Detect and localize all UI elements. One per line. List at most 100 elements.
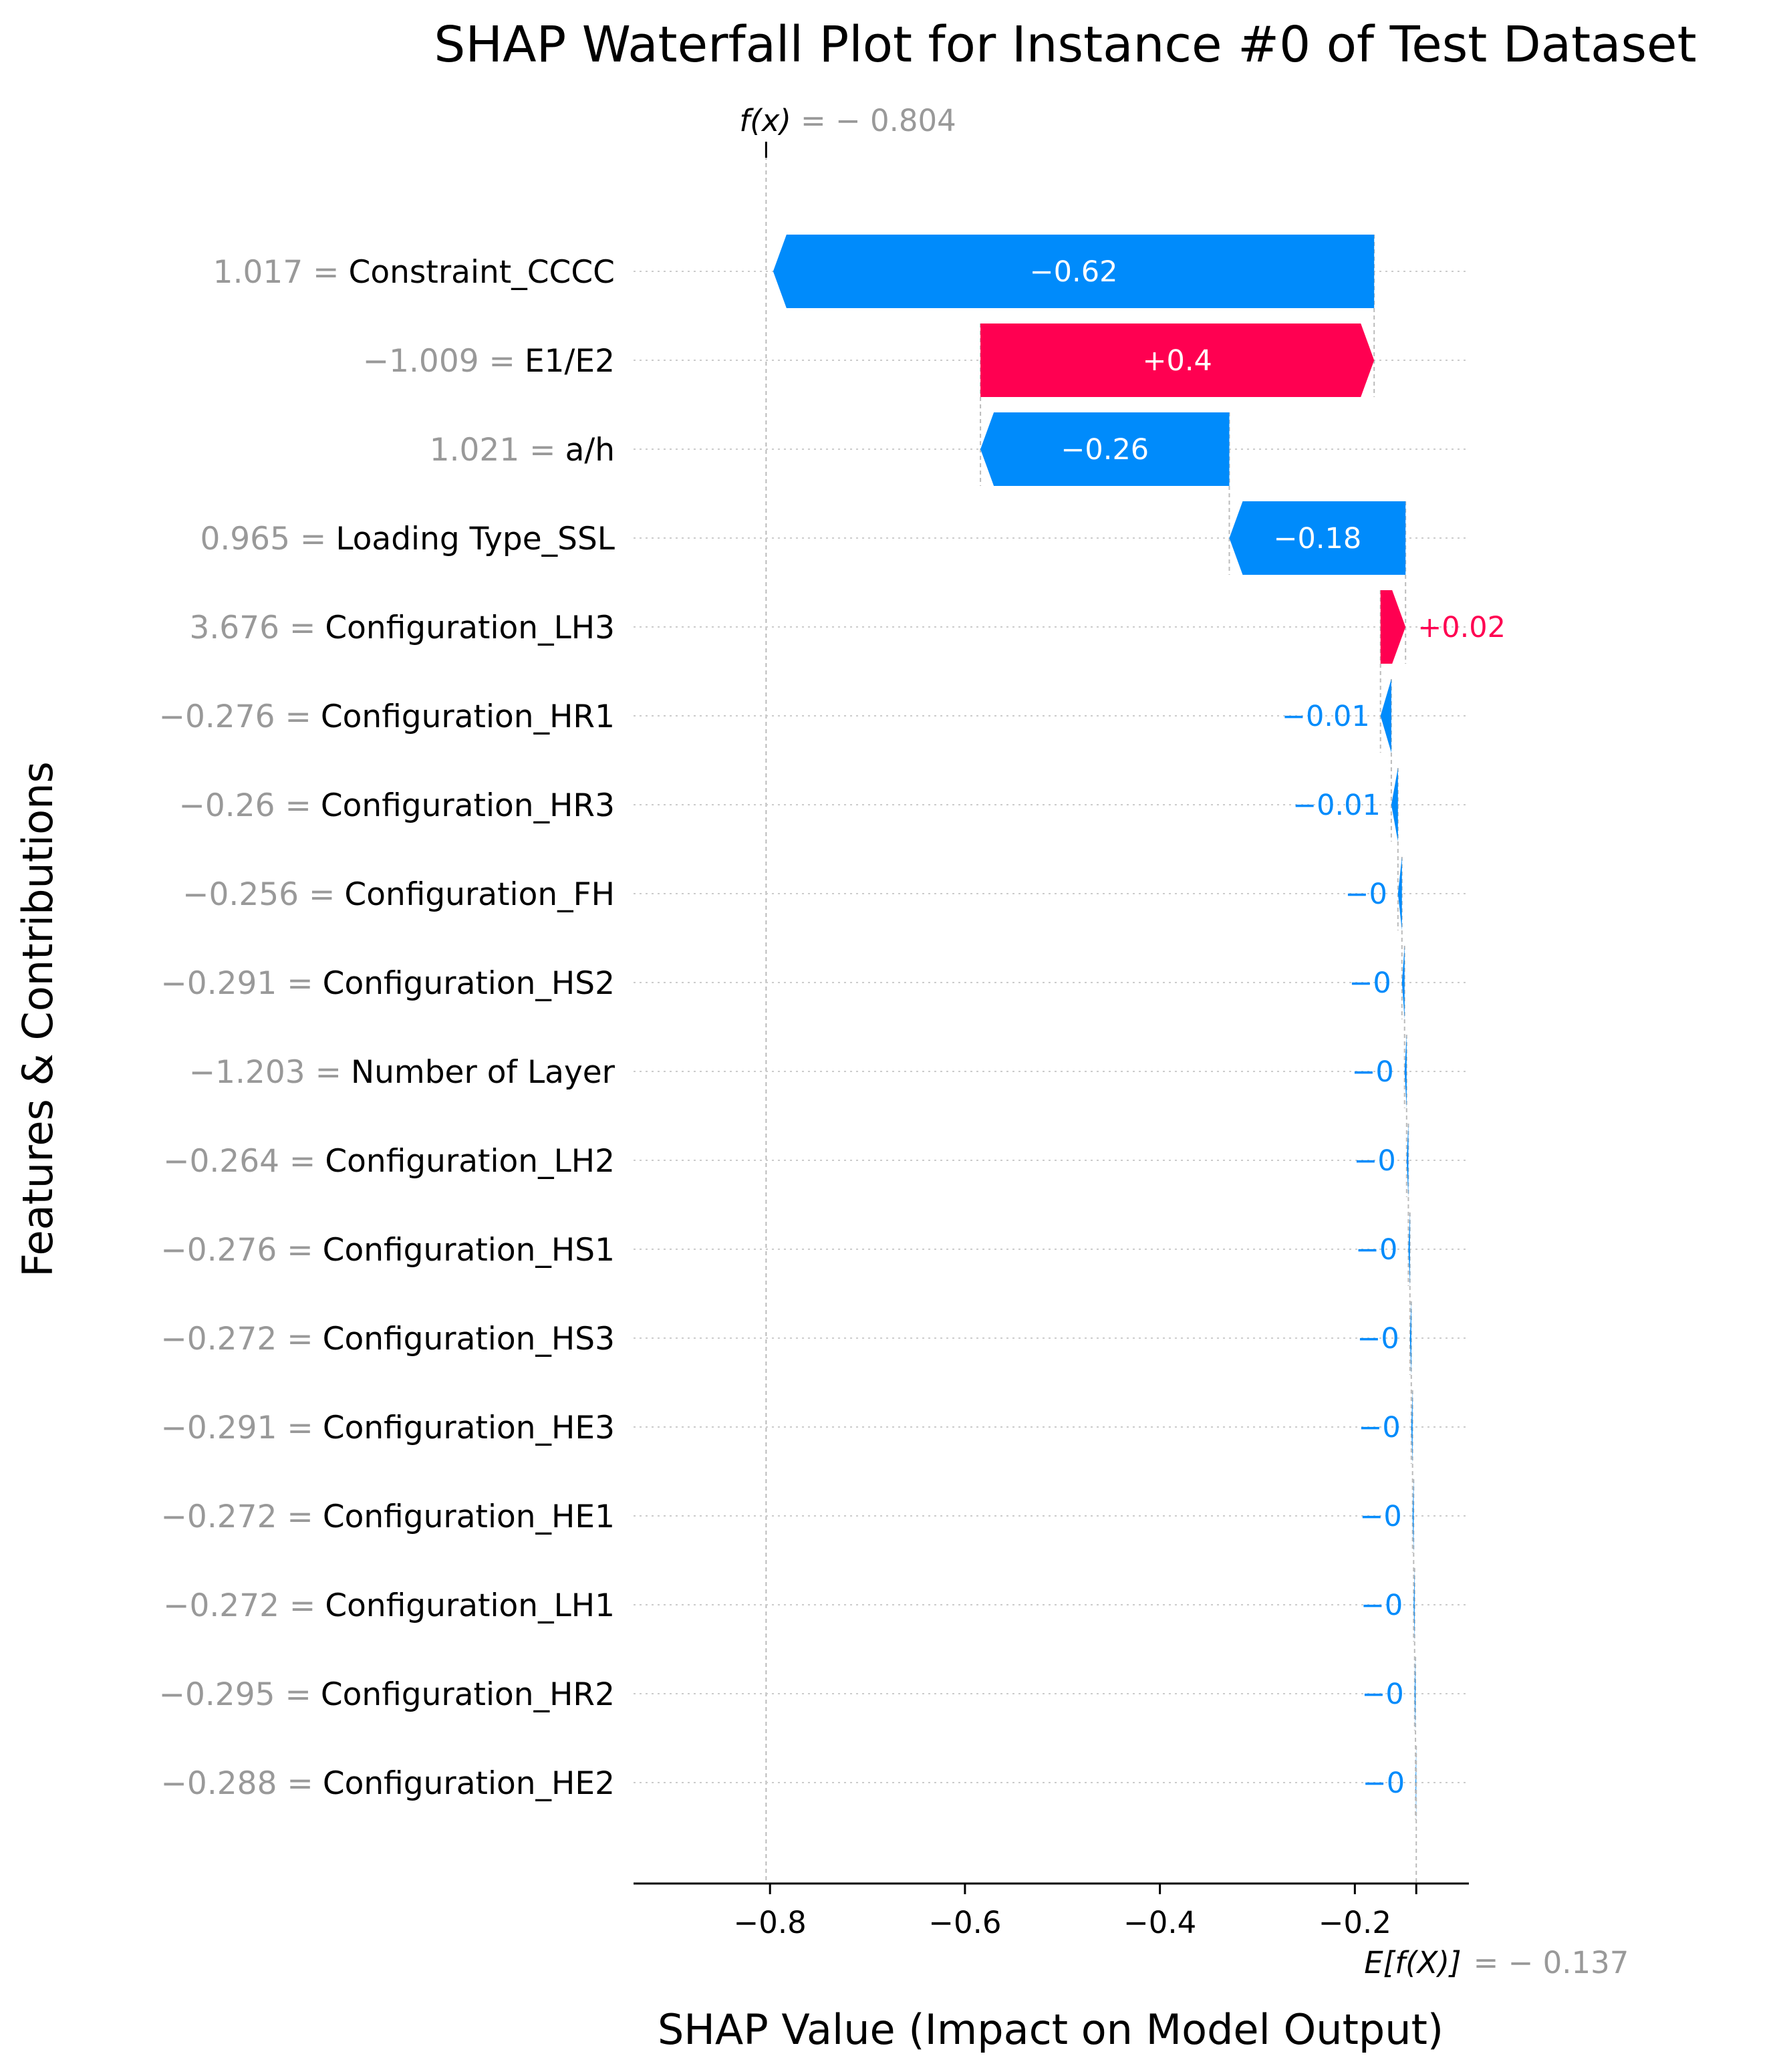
output-value-label: f(x) = − 0.804 xyxy=(739,103,956,138)
contribution-labels: −0.62 +0.4 −0.26 −0.18 +0.02 −0.01 −0.01 −0 −0 −0… xyxy=(1030,255,1506,1800)
contribution-bar xyxy=(1380,679,1391,753)
feature-label: −1.203 = Number of Layer xyxy=(189,1054,615,1091)
feature-value: 0.965 = xyxy=(200,521,326,557)
contribution-label: −0 xyxy=(1363,1767,1405,1800)
contribution-label: −0.18 xyxy=(1273,522,1361,555)
x-axis: −0.8 −0.6 −0.4 −0.2 xyxy=(634,1882,1469,1940)
y-axis-title: Features & Contributions xyxy=(13,761,62,1277)
feature-label: 1.017 = Constraint_CCCC xyxy=(213,254,615,291)
contribution-label: −0 xyxy=(1349,966,1391,1000)
feature-name: Configuration_LH1 xyxy=(325,1587,615,1624)
x-axis-title: SHAP Value (Impact on Model Output) xyxy=(658,2005,1444,2054)
feature-value: −0.272 = xyxy=(161,1499,313,1535)
chart-title: SHAP Waterfall Plot for Instance #0 of T… xyxy=(434,16,1696,74)
contribution-label: −0 xyxy=(1355,1233,1397,1267)
contribution-bar xyxy=(1413,1568,1415,1642)
contribution-label: −0 xyxy=(1351,1055,1393,1089)
x-tick-label: −0.4 xyxy=(1123,1905,1196,1940)
feature-name: Configuration_HR3 xyxy=(321,787,615,824)
contribution-label: +0.4 xyxy=(1142,344,1212,378)
output-value-reference: f(x) = − 0.804 xyxy=(739,103,956,1884)
feature-value: −0.26 = xyxy=(178,787,311,824)
contribution-label: −0 xyxy=(1345,878,1387,911)
output-value-symbol: f(x) xyxy=(739,103,791,138)
contribution-label: −0.62 xyxy=(1030,255,1118,289)
feature-label: −0.272 = Configuration_HE1 xyxy=(161,1499,615,1535)
feature-label: −0.272 = Configuration_LH1 xyxy=(163,1587,615,1624)
feature-label: −0.264 = Configuration_LH2 xyxy=(163,1143,615,1180)
feature-name: Configuration_HS2 xyxy=(323,965,615,1002)
feature-name: Number of Layer xyxy=(351,1054,615,1091)
contribution-label: −0 xyxy=(1357,1322,1399,1355)
output-value-number: = − 0.804 xyxy=(801,103,956,138)
contribution-label: −0.01 xyxy=(1292,789,1381,822)
feature-value: −0.276 = xyxy=(160,1232,313,1269)
contribution-label: −0 xyxy=(1361,1589,1403,1622)
contribution-bar xyxy=(1404,1035,1407,1108)
x-tick-label: −0.2 xyxy=(1319,1905,1391,1940)
feature-label: −0.256 = Configuration_FH xyxy=(182,876,615,913)
bar-connector-lines xyxy=(980,235,1417,1819)
feature-value: −0.288 = xyxy=(161,1765,313,1802)
feature-value: −0.264 = xyxy=(163,1143,315,1180)
x-tick-label: −0.8 xyxy=(734,1905,807,1940)
feature-labels: 1.017 = Constraint_CCCC −1.009 = E1/E2 1.021… xyxy=(159,254,615,1802)
feature-value: −0.291 = xyxy=(161,1410,313,1446)
feature-value: −0.291 = xyxy=(160,965,313,1002)
feature-value: −0.256 = xyxy=(182,876,335,913)
base-value-number: = − 0.137 xyxy=(1474,1945,1629,1980)
feature-name: Configuration_HE1 xyxy=(323,1499,615,1535)
feature-label: −0.272 = Configuration_HS3 xyxy=(160,1321,615,1357)
contribution-label: +0.02 xyxy=(1417,611,1506,644)
feature-name: a/h xyxy=(565,432,615,469)
contribution-bar xyxy=(1401,946,1405,1019)
contribution-label: −0 xyxy=(1361,1678,1403,1711)
contribution-bar xyxy=(980,412,1230,486)
feature-name: Configuration_LH2 xyxy=(325,1143,615,1180)
feature-name: Configuration_HE3 xyxy=(323,1410,615,1446)
contribution-bar xyxy=(1391,768,1398,841)
feature-label: −0.276 = Configuration_HS1 xyxy=(160,1232,615,1269)
contribution-bar xyxy=(1229,501,1406,575)
feature-label: −0.291 = Configuration_HE3 xyxy=(161,1410,615,1446)
feature-name: Constraint_CCCC xyxy=(349,254,615,291)
feature-name: Configuration_HR1 xyxy=(321,698,615,735)
feature-label: 0.965 = Loading Type_SSL xyxy=(200,521,615,557)
contribution-bar xyxy=(1409,1301,1411,1375)
feature-value: 1.017 = xyxy=(213,254,339,291)
feature-value: −1.203 = xyxy=(189,1054,341,1091)
feature-label: 3.676 = Configuration_LH3 xyxy=(189,610,615,646)
feature-label: −0.291 = Configuration_HS2 xyxy=(160,965,615,1002)
contribution-label: −0 xyxy=(1353,1144,1395,1178)
feature-value: 1.021 = xyxy=(430,432,556,469)
feature-value: −0.276 = xyxy=(159,698,311,735)
feature-value: −0.295 = xyxy=(159,1676,311,1713)
contribution-label: −0 xyxy=(1358,1411,1400,1444)
contribution-label: −0 xyxy=(1359,1500,1401,1533)
base-value-reference: E[f(X)] = − 0.137 xyxy=(1364,1746,1629,1980)
base-value-symbol: E[f(X)] xyxy=(1364,1945,1461,1980)
feature-name: Configuration_LH3 xyxy=(325,610,615,646)
row-gridlines xyxy=(634,271,1469,1783)
contribution-bar xyxy=(1411,1390,1413,1464)
contribution-bar xyxy=(1406,1124,1409,1197)
contribution-bar xyxy=(773,235,1375,308)
feature-name: Configuration_HR2 xyxy=(321,1676,615,1713)
contribution-bar xyxy=(1408,1212,1410,1286)
contribution-bar xyxy=(980,323,1375,397)
contribution-bar xyxy=(1380,590,1406,664)
feature-label: −0.26 = Configuration_HR3 xyxy=(178,787,615,824)
feature-name: Configuration_HE2 xyxy=(323,1765,615,1802)
contribution-bars xyxy=(773,235,1417,1819)
feature-name: Configuration_FH xyxy=(344,876,615,913)
feature-label: 1.021 = a/h xyxy=(430,432,615,469)
feature-label: −1.009 = E1/E2 xyxy=(363,343,615,380)
feature-value: −0.272 = xyxy=(160,1321,313,1357)
feature-value: −0.272 = xyxy=(163,1587,315,1624)
contribution-bar xyxy=(1412,1479,1414,1553)
feature-label: −0.295 = Configuration_HR2 xyxy=(159,1676,615,1713)
feature-name: Loading Type_SSL xyxy=(335,521,615,557)
contribution-label: −0.26 xyxy=(1061,433,1149,467)
feature-value: −1.009 = xyxy=(363,343,515,380)
